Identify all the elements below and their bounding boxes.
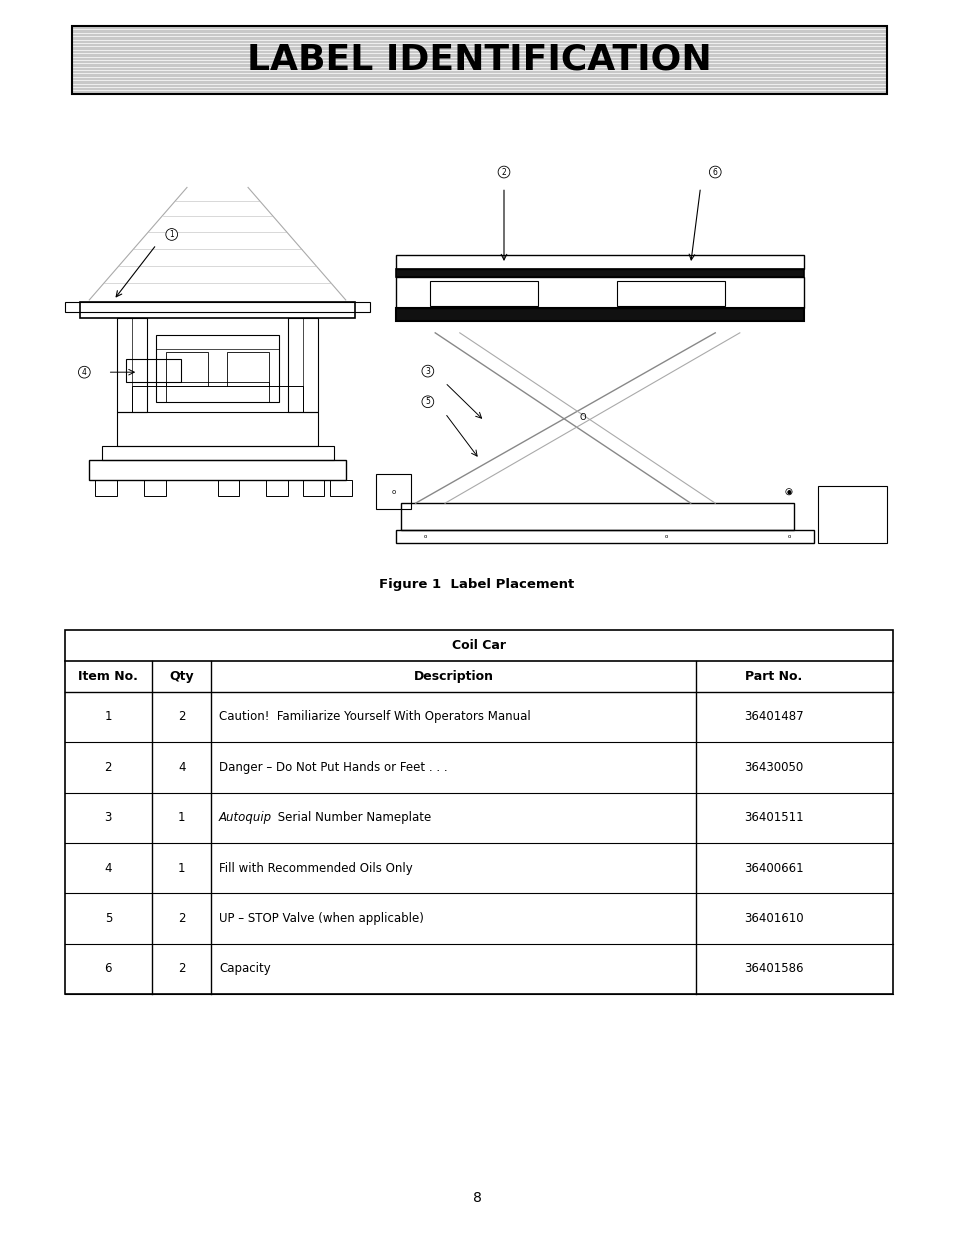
Text: Description: Description [414, 669, 493, 683]
Text: 2: 2 [177, 710, 185, 724]
Bar [65, 630, 892, 994]
Text: Capacity: Capacity [219, 962, 271, 976]
Text: 36401487: 36401487 [743, 710, 802, 724]
Bar [617, 282, 724, 306]
Bar [166, 383, 269, 403]
Bar [227, 352, 269, 385]
Text: Figure 1  Label Placement: Figure 1 Label Placement [379, 578, 574, 590]
Text: Part No.: Part No. [744, 669, 801, 683]
Text: 1: 1 [177, 811, 185, 824]
Bar [101, 446, 334, 459]
Text: 36401610: 36401610 [743, 913, 802, 925]
Bar [400, 503, 793, 530]
Text: 6: 6 [712, 168, 717, 177]
Text: 4: 4 [82, 368, 87, 377]
Bar [430, 282, 537, 306]
Text: 4: 4 [105, 862, 112, 874]
Text: o: o [391, 489, 395, 495]
Text: 36430050: 36430050 [743, 761, 802, 774]
Text: 2: 2 [177, 962, 185, 976]
Text: 2: 2 [501, 168, 506, 177]
Text: UP – STOP Valve (when applicable): UP – STOP Valve (when applicable) [219, 913, 423, 925]
Text: Qty: Qty [169, 669, 193, 683]
Bar [144, 479, 166, 496]
Bar [132, 385, 303, 412]
Bar [71, 26, 886, 94]
Bar [126, 358, 181, 383]
Bar [395, 530, 813, 543]
Bar [395, 256, 802, 269]
Text: 3: 3 [425, 367, 430, 375]
Text: 1: 1 [170, 230, 173, 238]
Text: Fill with Recommended Oils Only: Fill with Recommended Oils Only [219, 862, 413, 874]
Text: 2: 2 [105, 761, 112, 774]
Bar [375, 474, 410, 509]
Bar [217, 479, 238, 496]
Bar [90, 459, 345, 479]
Bar [395, 278, 802, 308]
Text: ●: ● [786, 489, 790, 494]
Text: Autoquip: Autoquip [219, 811, 272, 824]
Text: 36400661: 36400661 [743, 862, 802, 874]
Bar [116, 412, 318, 446]
Text: 36401586: 36401586 [743, 962, 802, 976]
Bar [156, 335, 278, 403]
Bar [116, 319, 147, 412]
Text: 1: 1 [105, 710, 112, 724]
Bar [330, 479, 352, 496]
Text: 1: 1 [177, 862, 185, 874]
Text: Danger – Do Not Put Hands or Feet . . .: Danger – Do Not Put Hands or Feet . . . [219, 761, 447, 774]
Text: O: O [578, 412, 585, 421]
Bar [80, 301, 355, 319]
Text: Item No.: Item No. [78, 669, 138, 683]
Bar [65, 301, 370, 311]
Text: 2: 2 [177, 913, 185, 925]
Bar [818, 485, 886, 543]
Text: 5: 5 [105, 913, 112, 925]
Text: LABEL IDENTIFICATION: LABEL IDENTIFICATION [247, 43, 711, 77]
Bar [266, 479, 288, 496]
Bar [303, 479, 324, 496]
Text: Coil Car: Coil Car [452, 638, 505, 652]
Bar [395, 269, 802, 278]
Text: 3: 3 [105, 811, 112, 824]
Text: o: o [786, 534, 790, 538]
Text: Serial Number Nameplate: Serial Number Nameplate [274, 811, 431, 824]
Bar [71, 26, 886, 94]
Text: 4: 4 [177, 761, 185, 774]
Text: 6: 6 [105, 962, 112, 976]
Text: 8: 8 [472, 1191, 481, 1205]
Bar [166, 352, 208, 385]
Bar [288, 319, 318, 412]
Text: o: o [423, 534, 427, 538]
Text: 5: 5 [425, 398, 430, 406]
Text: Caution!  Familiarize Yourself With Operators Manual: Caution! Familiarize Yourself With Opera… [219, 710, 530, 724]
Bar [395, 308, 802, 321]
Text: o: o [663, 534, 667, 538]
Text: 36401511: 36401511 [743, 811, 802, 824]
Bar [95, 479, 116, 496]
